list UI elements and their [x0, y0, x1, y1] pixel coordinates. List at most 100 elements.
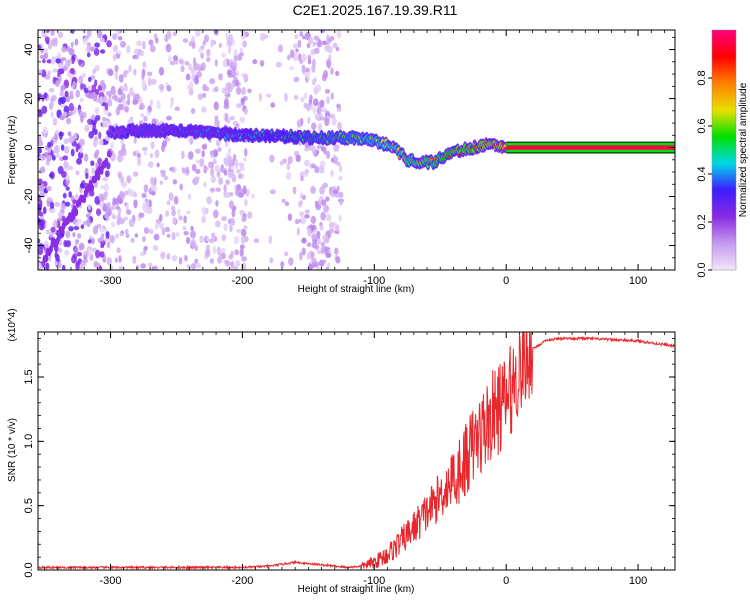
spectrogram-cell	[94, 65, 100, 72]
spectrogram-cell	[190, 230, 196, 239]
spectrogram-cell	[77, 233, 82, 239]
spectrogram-cell	[309, 103, 314, 110]
spectrogram-cell	[161, 227, 166, 236]
spectrogram-cell	[191, 35, 195, 42]
spectrogram-cell	[62, 111, 68, 117]
spectrogram-cell	[50, 208, 56, 214]
spectrogram-cell	[197, 93, 204, 100]
spectrogram-cell	[47, 43, 53, 50]
spectrogram-cell	[275, 61, 282, 68]
spectrogram-cell	[116, 247, 121, 254]
spectrogram-cell	[60, 144, 65, 151]
spectrogram-cell	[104, 102, 109, 111]
spectrogram-cell	[325, 96, 331, 105]
spectrogram-cell	[79, 264, 84, 270]
spectrogram-cell	[315, 84, 322, 93]
spectrogram-cell	[93, 260, 99, 268]
spectrogram-cell	[77, 151, 84, 159]
spectrogram-cell	[114, 44, 118, 51]
spectrogram-cell	[118, 198, 124, 205]
spectrogram-cell	[240, 228, 247, 237]
spectrogram-cell	[231, 209, 236, 218]
spectrogram-cell	[118, 255, 122, 263]
spectrogram-cell	[270, 102, 276, 108]
spectrogram-cell	[154, 265, 158, 270]
spectrogram-cell	[38, 147, 42, 154]
spectrogram-cell	[125, 233, 130, 239]
spectrogram-cell	[64, 90, 69, 98]
spectrogram-cell	[55, 253, 60, 262]
spectrogram-cell	[151, 186, 158, 192]
spectrogram-cell	[61, 264, 66, 270]
spectrogram-cell	[209, 78, 216, 85]
snr-x-tick-label: 100	[629, 575, 647, 587]
spectrogram-cell	[87, 239, 92, 244]
spectrogram-cell	[319, 99, 325, 108]
spectrogram-cell	[185, 73, 191, 81]
spectrogram-cell	[201, 206, 207, 215]
spectrogram-cell	[337, 121, 342, 131]
spectrogram-cell	[286, 54, 291, 61]
spectrogram-cell	[50, 226, 56, 233]
spectrogram-cell	[114, 257, 118, 263]
spectrogram-cell	[331, 116, 337, 126]
spectrogram-cell	[197, 63, 202, 73]
spectrogram-cell	[73, 225, 80, 231]
spectrogram-cell	[227, 218, 232, 224]
spectrogram-cell	[150, 141, 155, 150]
spectrogram-cell	[284, 92, 288, 102]
ridge-tail-cell	[74, 208, 79, 217]
spectrogram-cell	[166, 233, 171, 238]
snr-x-axis-title: Height of straight line (km)	[298, 584, 415, 595]
spectrogram-cell	[212, 158, 217, 165]
spectrogram-cell	[80, 83, 87, 90]
spectrogram-cell	[110, 141, 115, 149]
spectrogram-cell	[72, 232, 76, 238]
spectrogram-cell	[185, 166, 190, 175]
spectrogram-cell	[65, 230, 71, 239]
spectrogram-cell	[323, 204, 330, 213]
spectrogram-cell	[239, 209, 245, 216]
spectrogram-cell	[316, 144, 322, 150]
spectrogram-y-tick-label: -40	[23, 238, 35, 254]
spectrogram-cell	[236, 103, 242, 109]
spectrogram-cell	[47, 141, 52, 148]
spectrogram-cell	[304, 168, 310, 174]
spectrogram-cell	[143, 184, 149, 193]
spectrogram-cell	[228, 200, 234, 209]
spectrogram-cell	[125, 202, 129, 212]
colorbar-tick-label: 0.6	[696, 118, 708, 133]
spectrogram-cell	[54, 201, 60, 207]
spectrogram-cell	[114, 71, 119, 80]
spectrogram-cell	[62, 155, 69, 161]
spectrogram-cell	[212, 209, 219, 219]
spectrogram-cell	[55, 153, 61, 159]
spectrogram-cell	[140, 113, 144, 118]
spectrogram-cell	[221, 252, 226, 260]
spectrogram-cell	[82, 72, 86, 78]
spectrogram-cell	[210, 39, 214, 48]
spectrogram-cell	[235, 86, 242, 95]
spectrogram-cell	[55, 55, 60, 60]
spectrogram-cell	[238, 162, 245, 168]
spectrogram-cell	[160, 172, 166, 178]
spectrogram-cell	[182, 38, 189, 43]
spectrogram-cell	[106, 40, 112, 48]
spectrogram-cell	[106, 257, 112, 266]
spectrogram-cell	[201, 106, 207, 113]
spectrogram-cell	[263, 34, 269, 39]
spectrogram-cell	[133, 191, 138, 198]
spectrogram-cell	[328, 228, 334, 234]
spectrogram-cell	[68, 191, 72, 198]
spectrogram-cell	[47, 254, 52, 262]
spectrogram-cell	[151, 78, 157, 85]
spectrogram-cell	[71, 255, 77, 264]
spectrogram-cell	[204, 248, 210, 258]
spectrogram-cell	[148, 199, 152, 209]
spectrogram-cell	[233, 55, 239, 62]
spectrogram-cell	[292, 186, 297, 195]
spectrogram-cell	[91, 237, 95, 245]
spectrogram-cell	[215, 187, 221, 192]
spectrogram-cell	[301, 247, 306, 256]
spectrogram-cell	[217, 258, 222, 264]
